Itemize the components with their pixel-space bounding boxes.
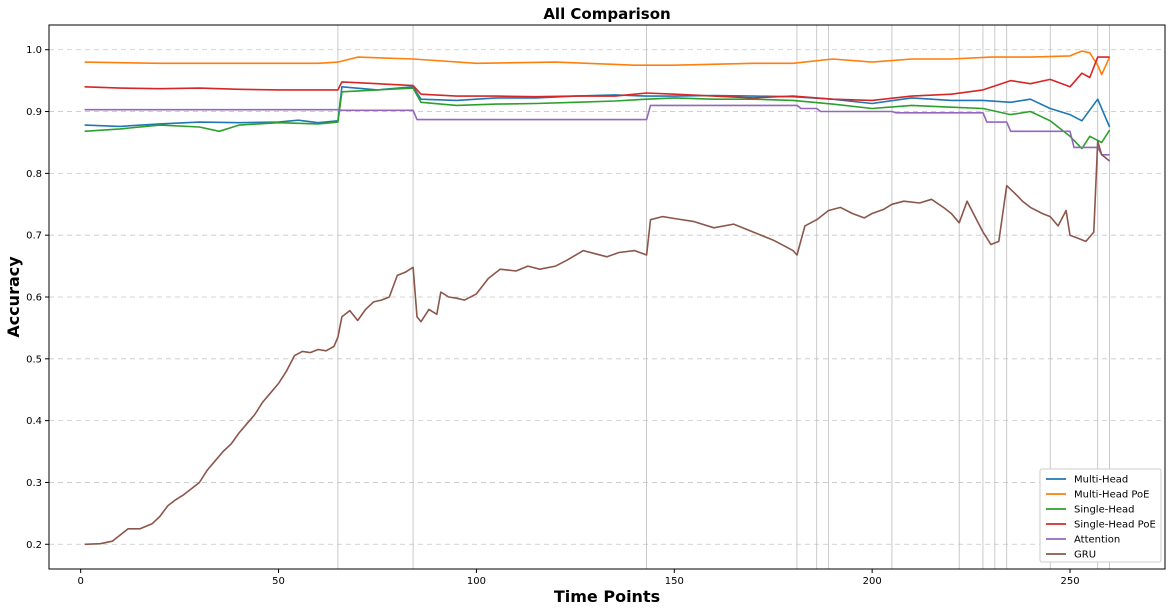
- legend: Multi-Head Multi-Head PoE Single-Head Singl…: [1039, 468, 1162, 563]
- y-tick-label: 0.3: [26, 478, 42, 489]
- series-lines: [84, 50, 1111, 546]
- y-tick-label: 0.8: [26, 169, 42, 180]
- x-axis-title: Time Points: [554, 587, 660, 606]
- series-line-gru: [84, 140, 1111, 546]
- legend-label: Single-Head PoE: [1074, 520, 1156, 531]
- series-line-single-head-poe: [84, 56, 1110, 102]
- legend-label: Multi-Head: [1074, 475, 1128, 486]
- legend-label: GRU: [1074, 550, 1096, 561]
- series-line-multi-head: [84, 86, 1111, 128]
- x-tick-label: 0: [77, 576, 83, 587]
- y-tick-label: 0.7: [26, 231, 42, 242]
- x-tick-label: 100: [467, 576, 486, 587]
- x-axis: 0 50 100 150 200 250: [77, 569, 1080, 587]
- series-line-multi-head-poe: [84, 50, 1111, 76]
- y-tick-label: 0.2: [26, 540, 42, 551]
- y-tick-label: 1.0: [26, 45, 42, 56]
- y-tick-label: 0.9: [26, 107, 42, 118]
- y-tick-label: 0.4: [26, 416, 42, 427]
- y-axis-title: Accuracy: [4, 256, 23, 338]
- series-line-single-head: [84, 87, 1111, 150]
- legend-label: Single-Head: [1074, 505, 1135, 516]
- series-line-attention: [84, 104, 1110, 156]
- y-tick-label: 0.6: [26, 293, 42, 304]
- x-tick-label: 50: [272, 576, 285, 587]
- x-tick-label: 250: [1060, 576, 1079, 587]
- legend-box: [1039, 468, 1162, 563]
- y-tick-label: 0.5: [26, 354, 42, 365]
- chart-title: All Comparison: [543, 5, 670, 23]
- x-tick-label: 150: [665, 576, 684, 587]
- y-axis: 0.2 0.3 0.4 0.5 0.6 0.7 0.8 0.9 1.0: [26, 45, 49, 551]
- x-tick-label: 200: [863, 576, 882, 587]
- grid: [49, 49, 1165, 545]
- legend-label: Multi-Head PoE: [1074, 490, 1150, 501]
- legend-label: Attention: [1074, 535, 1120, 546]
